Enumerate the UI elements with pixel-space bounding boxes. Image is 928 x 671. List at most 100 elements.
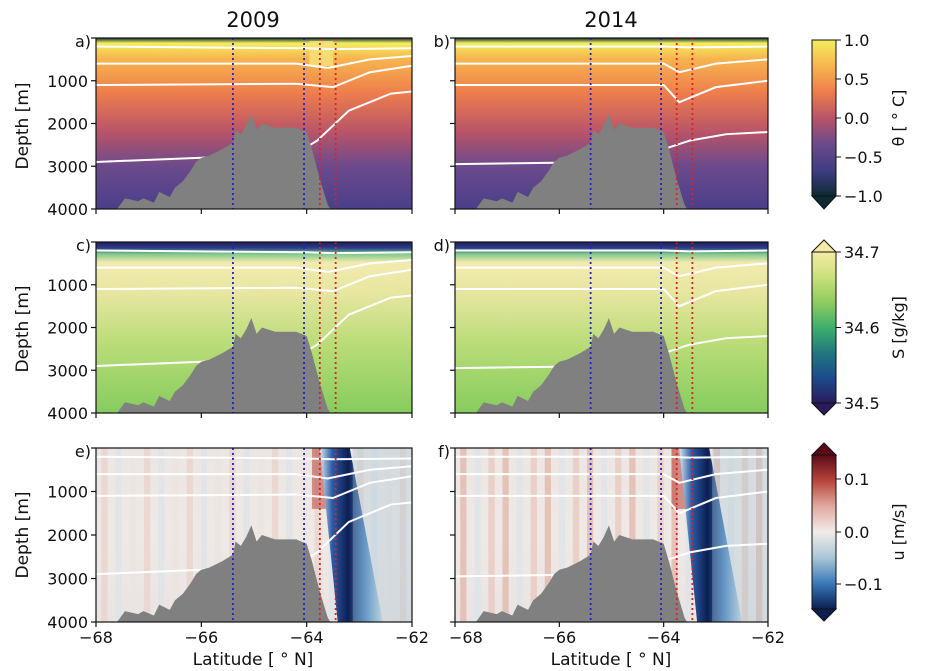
y-tick-label: 2000 (47, 526, 88, 545)
colorbar-2: 34.7 34.6 34.5 S [g/kg] (810, 239, 908, 416)
ylabel-row-1: Depth [m] (13, 82, 33, 169)
x-tick-label: −66 (184, 628, 218, 647)
panel-label: a) (75, 32, 91, 51)
velocity-stripes (460, 448, 768, 622)
y-tick-label: 3000 (47, 570, 88, 589)
warm-anomaly (309, 41, 333, 66)
isoline (455, 490, 768, 515)
velocity-stripe (474, 448, 481, 622)
colorbar-tick-label: −0.1 (844, 575, 883, 594)
velocity-stripe (243, 448, 250, 622)
bathymetry (96, 525, 412, 622)
colorbar-extend-high (810, 239, 838, 253)
velocity-stripe (572, 448, 580, 622)
velocity-stripe (615, 448, 622, 622)
x-tick-label: −62 (751, 628, 785, 647)
negative-velocity-wash (712, 448, 768, 622)
y-tick-label: 3000 (47, 157, 88, 176)
isoline (455, 58, 768, 74)
isoline (96, 475, 412, 500)
velocity-stripe (158, 448, 165, 622)
xlabel-right: Latitude [ ° N] (551, 650, 672, 670)
isoline (96, 268, 412, 293)
panels-group: a) 1000 2000 3000 4000 b) c) 1000 2000 3000 4000 d)… (47, 32, 785, 647)
bathymetry (96, 318, 412, 413)
colorbars-group: 1.0 0.5 0.0 −0.5 −1.0 θ [ ° C] 34.7 34.6 34.5 S [… (810, 31, 908, 622)
colorbar-1: 1.0 0.5 0.0 −0.5 −1.0 θ [ ° C] (810, 31, 908, 210)
velocity-stripe (756, 448, 763, 622)
x-tick-label: −64 (647, 628, 681, 647)
colorbar-extend-low (810, 608, 838, 622)
velocity-stripe (516, 448, 523, 622)
bathymetry (455, 525, 768, 622)
velocity-stripe (502, 448, 509, 622)
bathymetry (455, 114, 768, 209)
isoline (455, 249, 768, 253)
colorbar-tick-label: 0.5 (844, 70, 869, 89)
colorbar-tick-label: 0.1 (844, 470, 869, 489)
velocity-stripe (115, 448, 122, 622)
velocity-stripe (544, 448, 551, 622)
velocity-stripe (558, 448, 566, 622)
y-tick-label: 2000 (47, 319, 88, 338)
panel-b: b) (434, 32, 769, 214)
velocity-stripe (200, 448, 208, 622)
colorbar-label: θ [ ° C] (889, 90, 908, 147)
y-tick-label: 1000 (47, 72, 88, 91)
bathymetry (96, 114, 412, 209)
y-tick-label: 1000 (47, 483, 88, 502)
y-tick-label: 2000 (47, 115, 88, 134)
isoline (455, 45, 768, 49)
xlabel-left: Latitude [ ° N] (193, 650, 314, 670)
velocity-stripe (460, 448, 467, 622)
colorbar-tick-label: 0.0 (844, 523, 869, 542)
bathymetry (455, 318, 768, 413)
colorbar-extend-low (810, 195, 838, 210)
ylabel-row-2: Depth [m] (13, 285, 33, 372)
isoline (96, 54, 412, 69)
colorbar-gradient (811, 39, 837, 197)
velocity-stripe (530, 448, 537, 622)
colorbar-tick-label: −1.0 (844, 187, 883, 206)
velocity-stripe (601, 448, 608, 622)
x-tick-label: −66 (542, 628, 576, 647)
velocity-stripe (399, 448, 407, 622)
colorbar-gradient (811, 454, 837, 610)
colorbar-tick-label: −0.5 (844, 148, 883, 167)
isoline (96, 64, 412, 89)
velocity-stripe (143, 448, 151, 622)
colorbar-tick-label: 34.6 (844, 319, 880, 338)
velocity-stripe (271, 448, 279, 622)
isoline (455, 79, 768, 104)
ylabel-row-3: Depth [m] (13, 491, 33, 578)
panel-e: e) 1000 2000 3000 4000−68 −66 −64 −62 (47, 442, 429, 647)
x-tick-label: −68 (449, 628, 483, 647)
panel-label: f) (438, 442, 450, 461)
colorbar-tick-label: 34.7 (844, 243, 880, 262)
velocity-stripe (101, 448, 108, 622)
isoline (455, 455, 768, 459)
colorbar-tick-label: 0.0 (844, 109, 869, 128)
velocity-stripe (488, 448, 495, 622)
colorbar-tick-label: 34.5 (844, 394, 880, 413)
colorbar-extend-high (810, 442, 838, 456)
panel-label: d) (434, 236, 450, 255)
panel-label: c) (76, 236, 91, 255)
panel-a: a) 1000 2000 3000 4000 (47, 32, 413, 219)
column-title-2014: 2014 (584, 8, 637, 32)
colorbar-extend-low (810, 402, 838, 416)
negative-velocity-wash (352, 448, 412, 622)
isoline (96, 465, 412, 480)
velocity-stripes (101, 448, 412, 622)
isoline (455, 283, 768, 308)
velocity-stripe (186, 448, 193, 622)
y-tick-label: 4000 (47, 404, 88, 423)
velocity-stripe (671, 448, 678, 622)
panel-label: e) (75, 442, 91, 461)
panel-label: b) (434, 32, 450, 51)
velocity-stripe (314, 448, 321, 622)
x-tick-label: −62 (395, 628, 429, 647)
panel-d: d) (434, 236, 769, 418)
colorbar-3: 0.1 0.0 −0.1 u [m/s] (810, 442, 908, 622)
